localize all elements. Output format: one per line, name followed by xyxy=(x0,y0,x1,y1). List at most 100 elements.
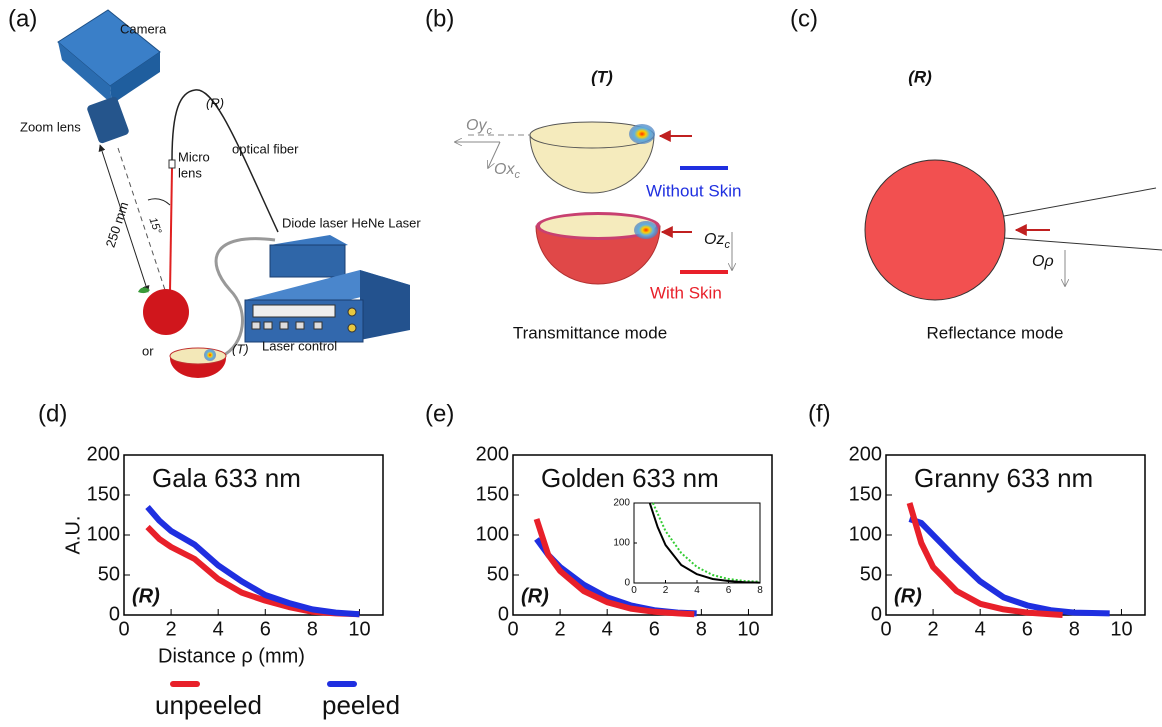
label: 250 mm xyxy=(103,200,132,249)
spot xyxy=(629,124,655,144)
spot xyxy=(204,349,216,361)
y-tick-label: 0 xyxy=(871,603,882,625)
x-tick-label: 4 xyxy=(975,618,986,640)
series-line xyxy=(648,502,761,584)
x-tick-label: 10 xyxy=(737,618,759,640)
camera-side xyxy=(110,52,160,104)
leaf xyxy=(138,287,150,294)
buttons xyxy=(251,307,357,333)
x-tick-label: 2 xyxy=(166,618,177,640)
laser-head xyxy=(269,244,346,278)
panel-b: (b) (T) Oyc Oxc Without Skin Ozc With Sk… xyxy=(425,5,741,342)
label: Reflectance mode xyxy=(926,323,1063,342)
x-tick-label: 4 xyxy=(694,585,700,596)
x-tick-label: 0 xyxy=(118,618,129,640)
bowl-with-skin xyxy=(535,225,661,285)
panel-label: (c) xyxy=(790,5,818,32)
series-line xyxy=(906,502,1063,618)
half-apple-face xyxy=(169,347,227,365)
label: Zoom lens xyxy=(20,119,81,134)
label: With Skin xyxy=(650,283,722,302)
label: lens xyxy=(178,165,202,180)
x-tick-label: 0 xyxy=(631,585,637,596)
panel-label: (d) xyxy=(38,400,67,427)
y-tick-label: 100 xyxy=(613,538,630,549)
y-tick-label: 0 xyxy=(498,603,509,625)
x-tick-label: 4 xyxy=(602,618,613,640)
label: Camera xyxy=(120,21,167,36)
label: (T) xyxy=(232,341,249,356)
x-tick-label: 8 xyxy=(757,585,763,596)
optical-fiber xyxy=(171,89,279,233)
axis-label-sub: c xyxy=(514,169,520,181)
fiber-line xyxy=(1003,187,1157,217)
y-tick-label: 0 xyxy=(624,578,630,589)
fiber-line xyxy=(1003,237,1162,251)
x-tick-label: 0 xyxy=(880,618,891,640)
series-line xyxy=(651,502,761,583)
y-tick-label: 150 xyxy=(87,483,120,505)
panel-label: (f) xyxy=(808,400,831,427)
annotation: (R) xyxy=(132,585,160,607)
zoom-lens xyxy=(87,96,129,144)
series-line xyxy=(908,516,1110,617)
panel-label: (b) xyxy=(425,5,454,32)
camera-front xyxy=(58,42,112,104)
y-tick-label: 200 xyxy=(613,498,630,509)
y-tick-label: 150 xyxy=(476,483,509,505)
label: Micro xyxy=(178,149,210,164)
angle-arc xyxy=(147,198,171,206)
spot xyxy=(634,221,658,239)
y-tick-label: 50 xyxy=(98,563,120,585)
control-front xyxy=(244,299,364,343)
series-line xyxy=(145,505,360,618)
chart-title: Gala 633 nm xyxy=(152,463,301,493)
x-tick-label: 6 xyxy=(649,618,660,640)
distance-arrow xyxy=(98,144,150,293)
x-tick-label: 6 xyxy=(260,618,271,640)
x-tick-label: 2 xyxy=(928,618,939,640)
axis-ox xyxy=(488,141,501,168)
legend-label: unpeeled xyxy=(155,690,262,720)
label: Transmittance mode xyxy=(513,323,667,342)
panel-label: (e) xyxy=(425,400,454,427)
x-tick-label: 10 xyxy=(1110,618,1132,640)
y-tick-label: 200 xyxy=(87,443,120,465)
x-tick-label: 6 xyxy=(726,585,732,596)
laser-beam xyxy=(169,167,173,293)
x-tick-label: 4 xyxy=(213,618,224,640)
axis-label-main: Oy xyxy=(466,117,487,134)
axis-label: Oxc xyxy=(494,161,520,181)
y-tick-label: 100 xyxy=(87,523,120,545)
y-tick-label: 50 xyxy=(487,563,509,585)
y-tick-label: 100 xyxy=(849,523,882,545)
chart: 0 100 200 0 2 4 6 8 xyxy=(613,498,763,597)
x-tick-label: 8 xyxy=(307,618,318,640)
panel-c: (c) (R) Oρ Reflectance mode xyxy=(790,5,1162,342)
bowl-top xyxy=(540,215,656,237)
axis-label: Oyc xyxy=(466,117,492,137)
apple xyxy=(143,289,189,335)
axis-label-main: O xyxy=(1032,253,1044,270)
y-tick-label: 200 xyxy=(849,443,882,465)
y-tick-label: 150 xyxy=(849,483,882,505)
label: 15° xyxy=(146,216,163,236)
display xyxy=(252,304,336,318)
y-tick-label: 100 xyxy=(476,523,509,545)
y-axis-label: A.U. xyxy=(62,516,84,555)
x-tick-label: 0 xyxy=(507,618,518,640)
axis-label-sub: ρ xyxy=(1043,253,1053,270)
x-tick-label: 8 xyxy=(696,618,707,640)
label: optical fiber xyxy=(232,141,299,156)
panel-a: (a) Camera Zoom lens 250 mm 15° Micro le… xyxy=(8,5,421,378)
control-side xyxy=(360,270,410,340)
y-tick-label: 50 xyxy=(860,563,882,585)
annotation: (R) xyxy=(894,585,922,607)
panel-label: (a) xyxy=(8,5,37,32)
label: (T) xyxy=(591,67,613,86)
chart-title: Golden 633 nm xyxy=(541,463,719,493)
y-tick-label: 0 xyxy=(109,603,120,625)
chart-title: Granny 633 nm xyxy=(914,463,1093,493)
label: (R) xyxy=(206,95,224,110)
label: (R) xyxy=(908,67,932,86)
